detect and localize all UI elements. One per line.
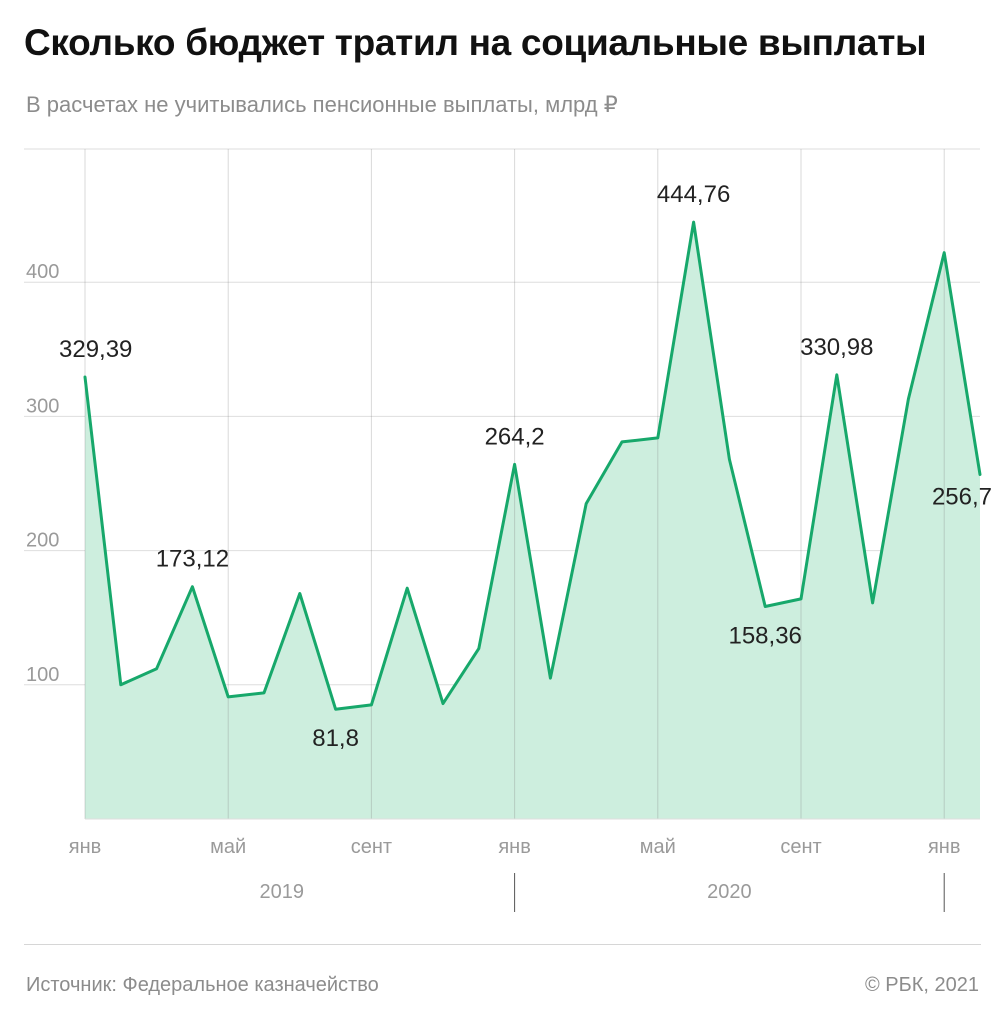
data-label: 264,2 [485,423,545,450]
footer-divider [24,944,981,945]
series-line [83,220,982,711]
chart-title: Сколько бюджет тратил на социальные выпл… [24,22,927,63]
data-label: 173,12 [156,546,229,573]
year-label: 2019 [260,881,305,903]
data-label: 256,7 [932,484,992,511]
y-tick-label: 300 [26,395,59,417]
x-tick-label: май [210,836,246,858]
line-layer [83,220,982,711]
axis-layer: 100 200 300 400 янв май сент янв май сент янв 2019 2… [26,261,960,912]
area-fill-layer [85,222,980,820]
y-tick-label: 100 [26,664,59,686]
y-tick-label: 200 [26,530,59,552]
x-tick-label: сент [351,836,392,858]
data-label: 329,39 [59,336,132,363]
x-tick-label: май [640,836,676,858]
y-tick-label: 400 [26,261,59,283]
source-note: Источник: Федеральное казначейство [26,974,379,996]
vertical-grid [84,149,980,820]
data-label: 158,36 [728,622,801,649]
x-tick-label: сент [780,836,821,858]
year-label: 2020 [707,881,752,903]
area-fill [85,222,980,820]
data-label: 330,98 [800,334,873,361]
x-tick-label: янв [928,836,961,858]
copyright: © РБК, 2021 [864,974,979,996]
chart-subtitle: В расчетах не учитывались пенсионные вып… [26,92,618,117]
data-label: 81,8 [312,725,359,752]
x-tick-label: янв [498,836,531,858]
data-label: 444,76 [657,181,730,208]
data-label-layer: 329,39 173,12 81,8 264,2 444,76 158,36 330,98 2… [59,181,992,752]
x-tick-label: янв [69,836,102,858]
